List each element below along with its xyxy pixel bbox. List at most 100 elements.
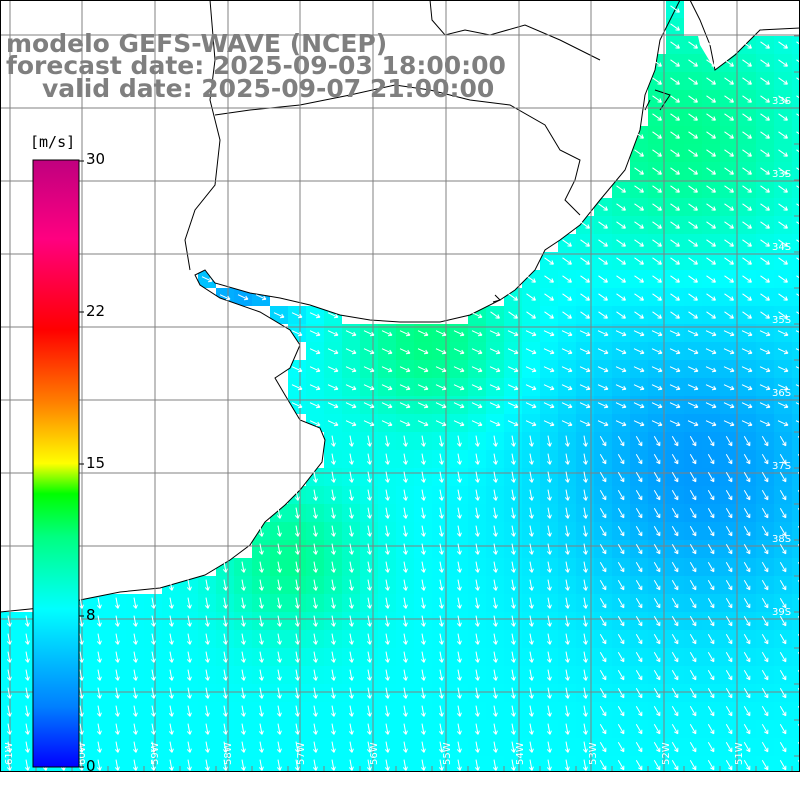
wind-arrow bbox=[258, 741, 264, 753]
wind-arrow bbox=[240, 705, 246, 717]
wind-arrow bbox=[743, 489, 751, 501]
wind-arrow bbox=[543, 420, 555, 427]
wind-arrow bbox=[543, 366, 555, 373]
wind-arrow bbox=[544, 275, 554, 283]
wind-arrow bbox=[671, 489, 679, 501]
wind-arrow bbox=[759, 420, 771, 427]
wind-arrow bbox=[689, 489, 697, 501]
wind-arrow bbox=[670, 23, 680, 31]
wind-arrow bbox=[795, 330, 800, 334]
wind-arrow bbox=[652, 293, 662, 301]
wind-arrow bbox=[617, 633, 625, 645]
wind-arrow bbox=[761, 705, 769, 717]
wind-arrow bbox=[492, 561, 498, 573]
wind-arrow bbox=[796, 77, 800, 81]
wind-arrow bbox=[796, 59, 800, 63]
river-line bbox=[429, 0, 601, 303]
lat-label: 38S bbox=[772, 534, 791, 545]
wind-arrow bbox=[689, 651, 697, 663]
wind-arrow bbox=[312, 651, 318, 663]
field-cell bbox=[792, 162, 800, 180]
field-cell bbox=[792, 198, 800, 216]
wind-arrow bbox=[724, 221, 734, 229]
wind-arrow bbox=[240, 687, 246, 699]
wind-arrow bbox=[582, 489, 588, 501]
wind-arrow bbox=[420, 525, 426, 537]
lon-label: 57W bbox=[296, 742, 307, 765]
wind-arrow bbox=[348, 687, 354, 699]
wind-arrow bbox=[258, 597, 264, 609]
forecast-date: forecast date: 2025-09-03 18:00:00 bbox=[6, 51, 506, 80]
wind-arrow bbox=[725, 669, 733, 681]
wind-arrow bbox=[741, 402, 753, 409]
wind-arrow bbox=[598, 257, 608, 265]
wind-arrow bbox=[742, 113, 752, 121]
wind-arrow bbox=[634, 311, 644, 319]
wind-arrow bbox=[671, 561, 679, 573]
lat-label: 37S bbox=[772, 461, 791, 472]
wind-arrow bbox=[779, 561, 787, 573]
wind-arrow bbox=[561, 348, 573, 355]
wind-arrow bbox=[132, 633, 138, 645]
wind-arrow bbox=[653, 597, 661, 609]
wind-arrow bbox=[471, 366, 483, 373]
wind-arrow bbox=[634, 239, 644, 247]
wind-arrow bbox=[366, 633, 372, 645]
wind-arrow bbox=[635, 759, 643, 771]
wind-arrow bbox=[132, 723, 138, 735]
wind-arrow bbox=[204, 615, 210, 627]
wind-arrow bbox=[507, 402, 519, 409]
wind-arrow bbox=[402, 741, 408, 753]
wind-arrow bbox=[456, 687, 462, 699]
wind-arrow bbox=[435, 384, 447, 391]
wind-arrow bbox=[456, 651, 462, 663]
wind-arrow bbox=[168, 759, 174, 771]
wind-arrow bbox=[456, 489, 462, 501]
wind-arrow bbox=[492, 705, 498, 717]
wind-arrow bbox=[795, 420, 800, 424]
wind-arrow bbox=[579, 366, 591, 373]
wind-arrow bbox=[78, 705, 84, 717]
wind-arrow bbox=[384, 543, 390, 555]
wind-arrow bbox=[420, 723, 426, 735]
wind-arrow bbox=[507, 420, 519, 427]
wind-arrow bbox=[528, 669, 534, 681]
wind-arrow bbox=[689, 471, 697, 483]
wind-arrow bbox=[381, 330, 393, 337]
wind-arrow bbox=[724, 185, 734, 193]
wind-arrow bbox=[633, 330, 645, 337]
wind-arrow bbox=[312, 669, 318, 681]
wind-arrow bbox=[330, 615, 336, 627]
wind-arrow bbox=[348, 633, 354, 645]
wind-arrow bbox=[564, 597, 570, 609]
wind-arrow bbox=[562, 275, 572, 283]
wind-arrow bbox=[150, 759, 156, 771]
wind-arrow bbox=[528, 489, 534, 501]
wind-arrow bbox=[291, 312, 303, 319]
wind-arrow bbox=[635, 705, 643, 717]
wind-arrow bbox=[384, 633, 390, 645]
wind-arrow bbox=[489, 330, 501, 337]
wind-arrow bbox=[706, 77, 716, 85]
wind-arrow bbox=[635, 723, 643, 735]
field-cell bbox=[792, 414, 800, 432]
wind-arrow bbox=[634, 257, 644, 265]
wind-arrow bbox=[742, 221, 752, 229]
wind-arrow bbox=[417, 402, 429, 409]
wind-arrow bbox=[723, 348, 735, 355]
wind-arrow bbox=[384, 687, 390, 699]
wind-arrow bbox=[599, 453, 607, 465]
uruguay-border bbox=[184, 0, 581, 271]
wind-arrow bbox=[743, 525, 751, 537]
wind-arrow bbox=[761, 723, 769, 735]
wind-arrow bbox=[671, 633, 679, 645]
wind-arrow bbox=[402, 759, 408, 771]
wind-arrow bbox=[706, 131, 716, 139]
wind-arrow bbox=[723, 402, 735, 409]
wind-arrow bbox=[510, 453, 516, 465]
wind-arrow bbox=[582, 741, 588, 753]
wind-arrow bbox=[651, 330, 663, 337]
wind-arrow bbox=[78, 687, 84, 699]
wind-arrow bbox=[348, 651, 354, 663]
wind-arrow bbox=[724, 239, 734, 247]
